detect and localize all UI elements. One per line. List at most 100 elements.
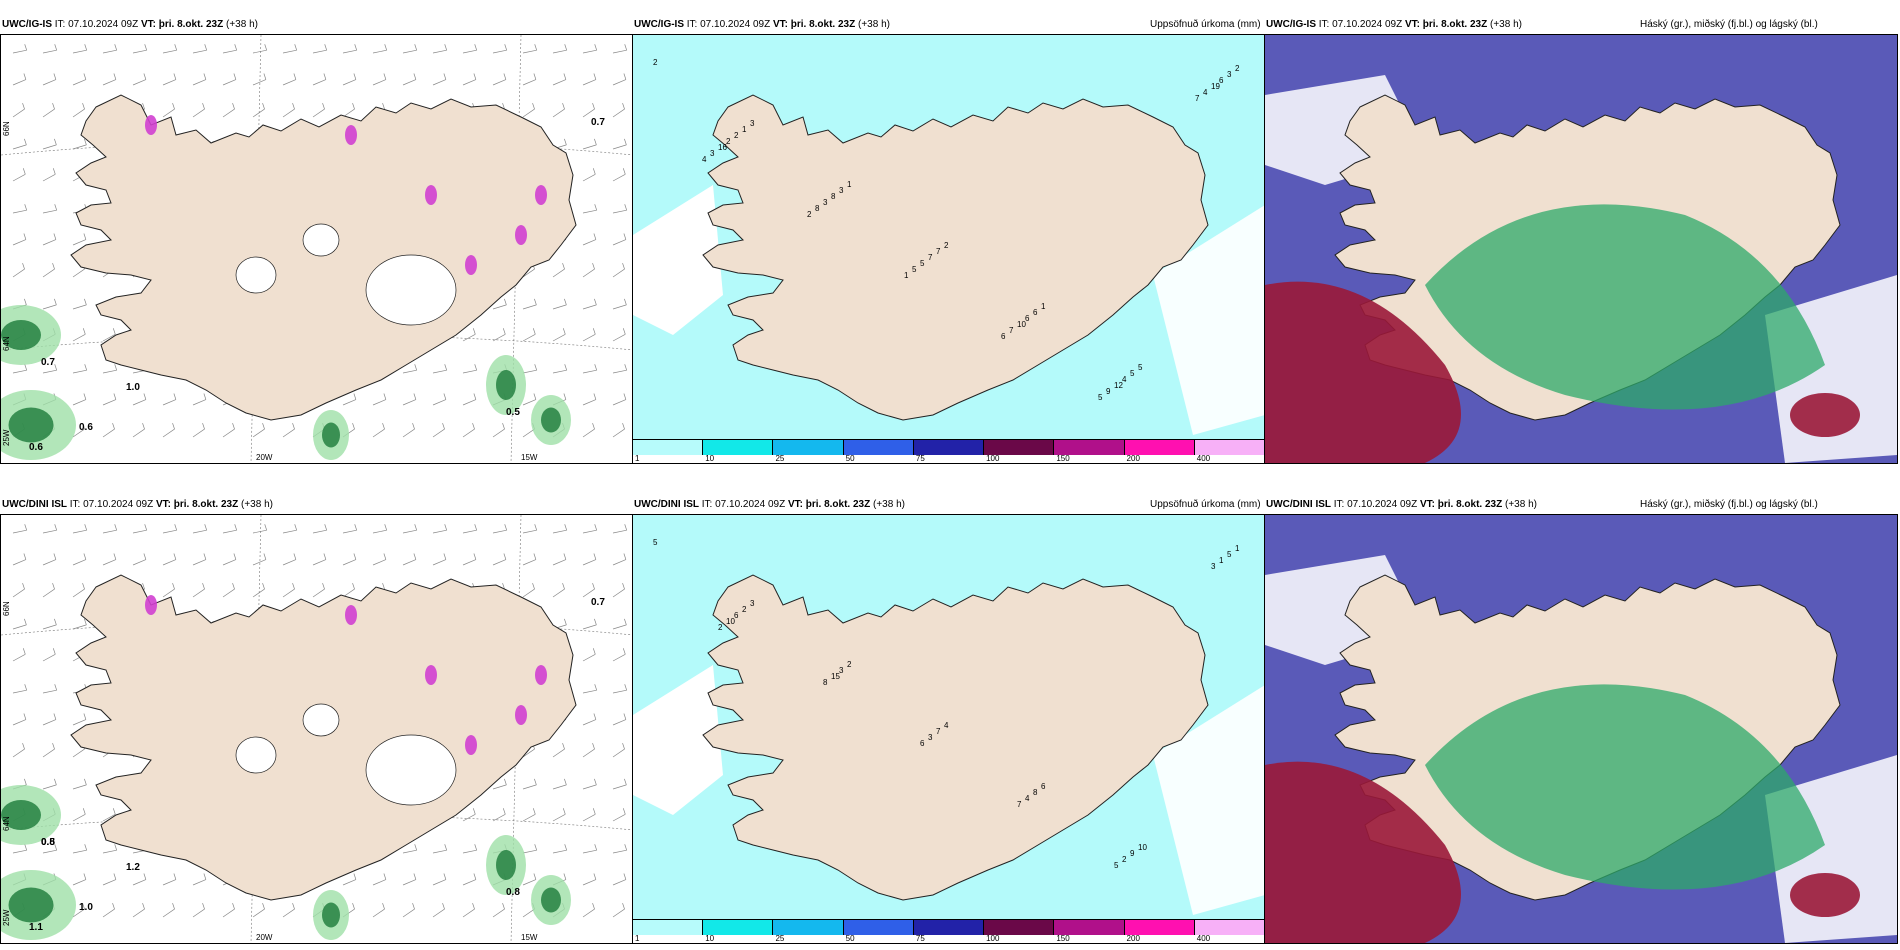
colorbar-swatch (843, 919, 914, 935)
precip-value-label: 4 (1122, 375, 1127, 384)
colorbar-swatch (913, 919, 985, 935)
colorbar-label: 100 (986, 934, 1000, 943)
panel-header-row1-col3: UWC/IG-IS IT: 07.10.2024 09Z VT: þri. 8.… (1266, 17, 1896, 33)
colorbar-label: 400 (1196, 934, 1211, 943)
precip-value-label: 9 (1130, 849, 1135, 858)
wind-map-panel-row2: 0.8 0.7 1.1 1.2 1.0 0.8 0.5 66N 64N 25W 20W 15W (0, 514, 634, 944)
coord-label: 25W (2, 429, 11, 446)
precip-map-row1: 2312152137653287646235101219168579432165… (633, 35, 1265, 439)
precip-value-label: 2 (944, 241, 949, 250)
cloud-map-panel-row2 (1264, 514, 1898, 944)
panel-header-row2-col1: UWC/DINI ISL IT: 07.10.2024 09Z VT: þri.… (2, 497, 632, 513)
precip-value-label: 7 (936, 727, 941, 736)
valid-label: VT: (787, 499, 803, 510)
precip-value-label: 10 (1138, 843, 1147, 852)
colorbar-swatch (1054, 919, 1125, 935)
precip-value-label: 5 (1227, 550, 1232, 559)
ice-value-label: 0.6 (29, 442, 43, 453)
precip-value-label: 8 (815, 204, 820, 213)
precip-value-label: 2 (653, 58, 658, 67)
precip-value-label: 6 (1033, 308, 1038, 317)
precip-map-panel-row1: 2 3 1 2 1 5 2 1 3 7 6 5 3 2 8 7 6 4 6 2 3 5 10 12 19 16 8 5 7 9 4 3 2 1 6 5… (632, 34, 1266, 464)
valid-time: þri. 8.okt. 23Z (1437, 499, 1503, 510)
precip-colorbar: 1 10 25 50 75 100 150 200 400 (633, 439, 1265, 463)
precip-value-label: 4 (1025, 794, 1030, 803)
coord-label: 20W (256, 453, 273, 462)
colorbar-label: 25 (775, 934, 785, 943)
colorbar-swatch (1194, 919, 1265, 935)
valid-label: VT: (772, 19, 788, 30)
precip-value-label: 3 (750, 599, 755, 608)
precip-value-label: 8 (831, 192, 836, 201)
colorbar-swatch (1054, 439, 1125, 455)
colorbar-label: 150 (1056, 454, 1070, 463)
colorbar-label: 200 (1126, 934, 1140, 943)
ice-value-label: 0.8 (506, 887, 520, 898)
coord-label: 64N (2, 816, 11, 831)
coord-label: 66N (2, 121, 11, 136)
colorbar-swatch (984, 439, 1055, 455)
precip-value-label: 7 (1195, 94, 1200, 103)
precip-value-label: 2 (1235, 64, 1240, 73)
precip-value-label: 6 (1041, 782, 1046, 791)
colorbar-label: 150 (1056, 934, 1070, 943)
ice-value-label: 0.5 (41, 837, 55, 848)
lead-time: (+38 h) (858, 19, 890, 30)
precip-value-label: 2 (718, 623, 723, 632)
colorbar-label: 75 (915, 934, 925, 943)
precip-map-panel-row2: 5 3 2 4 6 10 1 2 3 7 8 9 5 6 15 3 4 2 1 10 8 6 7 5 3 2 1 10 25 50 75 1… (632, 514, 1266, 944)
precip-value-label: 3 (823, 198, 828, 207)
cloud-map-panel-row1 (1264, 34, 1898, 464)
precip-value-label: 3 (928, 733, 933, 742)
precip-value-label: 2 (742, 605, 747, 614)
model-name: UWC/IG-IS (2, 19, 52, 30)
init-time: IT: 07.10.2024 09Z (1318, 19, 1403, 30)
precip-title-row1: Uppsöfnuð úrkoma (mm) (1150, 19, 1261, 30)
colorbar-swatch (773, 439, 844, 455)
colorbar-swatch (843, 439, 914, 455)
precip-value-label: 5 (1138, 363, 1143, 372)
init-time: IT: 07.10.2024 09Z (54, 19, 139, 30)
colorbar-swatch (703, 919, 774, 935)
colorbar-label: 10 (705, 454, 715, 463)
colorbar-label: 200 (1126, 454, 1140, 463)
valid-time: þri. 8.okt. 23Z (790, 19, 856, 30)
cloud-map-row2 (1265, 515, 1897, 943)
precip-value-label: 3 (1211, 562, 1216, 571)
valid-time: þri. 8.okt. 23Z (805, 499, 871, 510)
precip-value-label: 6 (1025, 314, 1030, 323)
panel-header-row1-col2: UWC/IG-IS IT: 07.10.2024 09Z VT: þri. 8.… (634, 17, 1264, 33)
precip-value-label: 8 (823, 678, 828, 687)
colorbar-swatch (633, 439, 704, 455)
valid-time: þri. 8.okt. 23Z (1422, 19, 1488, 30)
cloud-map-row1 (1265, 35, 1897, 463)
model-name: UWC/IG-IS (1266, 19, 1316, 30)
ice-value-label: 0.6 (79, 422, 93, 433)
coord-label: 15W (521, 933, 538, 942)
precip-value-label: 10 (726, 617, 735, 626)
precip-value-label: 3 (710, 149, 715, 158)
valid-time: þri. 8.okt. 23Z (158, 19, 224, 30)
precip-value-label: 4 (702, 155, 707, 164)
precip-value-label: 2 (726, 137, 731, 146)
lead-time: (+38 h) (226, 19, 258, 30)
model-name: UWC/DINI ISL (1266, 499, 1331, 510)
precip-value-label: 5 (1114, 861, 1119, 870)
ice-value-label: 0.8 (41, 837, 55, 848)
model-name: UWC/IG-IS (634, 19, 684, 30)
init-time: IT: 07.10.2024 09Z (701, 499, 786, 510)
precip-colorbar: 1 10 25 50 75 100 150 200 400 (633, 919, 1265, 943)
colorbar-label: 400 (1196, 454, 1211, 463)
coord-label: 64N (2, 336, 11, 351)
precip-value-label: 4 (944, 721, 949, 730)
colorbar-swatch (913, 439, 985, 455)
precip-value-label: 7 (1017, 800, 1022, 809)
init-time: IT: 07.10.2024 09Z (69, 499, 154, 510)
precip-value-label: 3 (839, 666, 844, 675)
precip-value-label: 4 (1203, 88, 1208, 97)
precip-value-label: 5 (1130, 369, 1135, 378)
colorbar-swatch (1124, 439, 1195, 455)
precip-value-label: 5 (1098, 393, 1103, 402)
precip-value-label: 5 (653, 538, 658, 547)
